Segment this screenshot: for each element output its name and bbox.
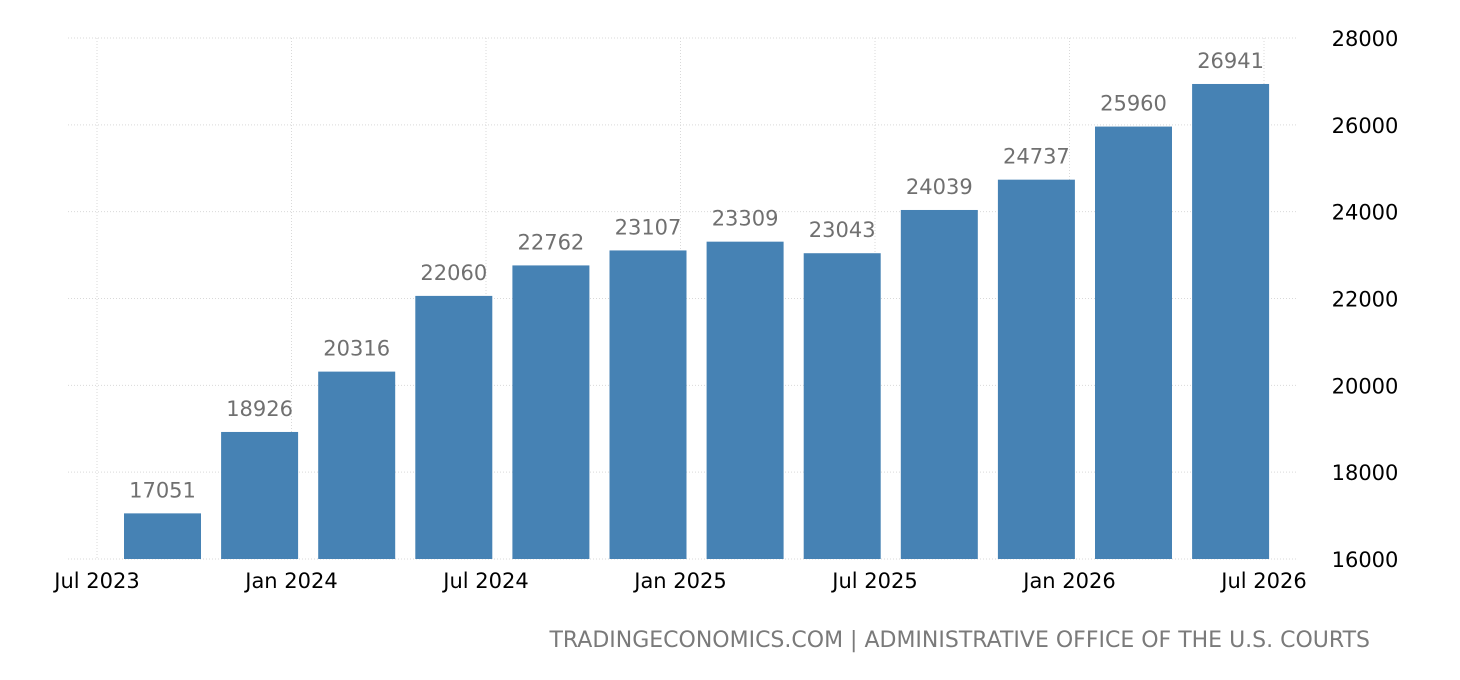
y-tick-label: 26000	[1332, 114, 1399, 138]
bar-oct-2024	[609, 250, 687, 559]
source-credit: TRADINGECONOMICS.COM | ADMINISTRATIVE OF…	[549, 628, 1370, 653]
y-tick-label: 22000	[1332, 288, 1399, 312]
y-tick-label: 18000	[1332, 461, 1399, 485]
y-tick-label: 16000	[1332, 548, 1399, 572]
bar-jan-2024	[318, 371, 396, 559]
bars	[124, 83, 1270, 560]
bar-value-labels: 17051 18926 20316 22060 22762 23107 23309 23043…	[129, 49, 1264, 502]
bar-value-label: 20316	[323, 337, 390, 361]
bar-value-label: 23309	[712, 207, 779, 231]
bar-oct-2025	[997, 179, 1075, 559]
x-tick-label: Jul 2024	[441, 569, 528, 593]
y-axis-ticks: 16000 18000 20000 22000 24000 26000 28000	[1332, 27, 1399, 572]
bar-jul-2023	[124, 513, 201, 559]
x-tick-label: Jan 2026	[1021, 569, 1116, 593]
x-tick-label: Jul 2023	[52, 569, 139, 593]
bar-value-label: 17051	[129, 478, 196, 502]
bar-value-label: 18926	[226, 397, 293, 421]
bar-jul-2025	[900, 209, 978, 559]
y-tick-label: 28000	[1332, 27, 1399, 51]
bar-jul-2024	[512, 265, 590, 559]
x-tick-label: Jul 2025	[830, 569, 917, 593]
bar-oct-2023	[221, 431, 299, 559]
y-tick-label: 24000	[1332, 201, 1399, 225]
bar-value-label: 22060	[420, 261, 487, 285]
bar-value-label: 24039	[906, 175, 973, 199]
x-tick-label: Jul 2026	[1219, 569, 1306, 593]
x-tick-label: Jan 2024	[243, 569, 338, 593]
bar-value-label: 23107	[615, 215, 682, 239]
bar-apr-2025	[803, 253, 881, 559]
bar-value-label: 26941	[1197, 49, 1264, 73]
bar-apr-2024	[415, 295, 493, 559]
x-tick-label: Jan 2025	[632, 569, 727, 593]
bar-jan-2025	[706, 241, 784, 559]
bar-value-label: 24737	[1003, 145, 1070, 169]
bar-value-label: 23043	[809, 218, 876, 242]
bar-value-label: 25960	[1100, 92, 1167, 116]
bar-apr-2026	[1192, 83, 1270, 560]
bar-value-label: 22762	[517, 230, 584, 254]
y-tick-label: 20000	[1332, 374, 1399, 398]
x-axis-ticks: Jul 2023 Jan 2024 Jul 2024 Jan 2025 Jul 2025…	[52, 569, 1306, 593]
bar-jan-2026	[1095, 126, 1172, 559]
